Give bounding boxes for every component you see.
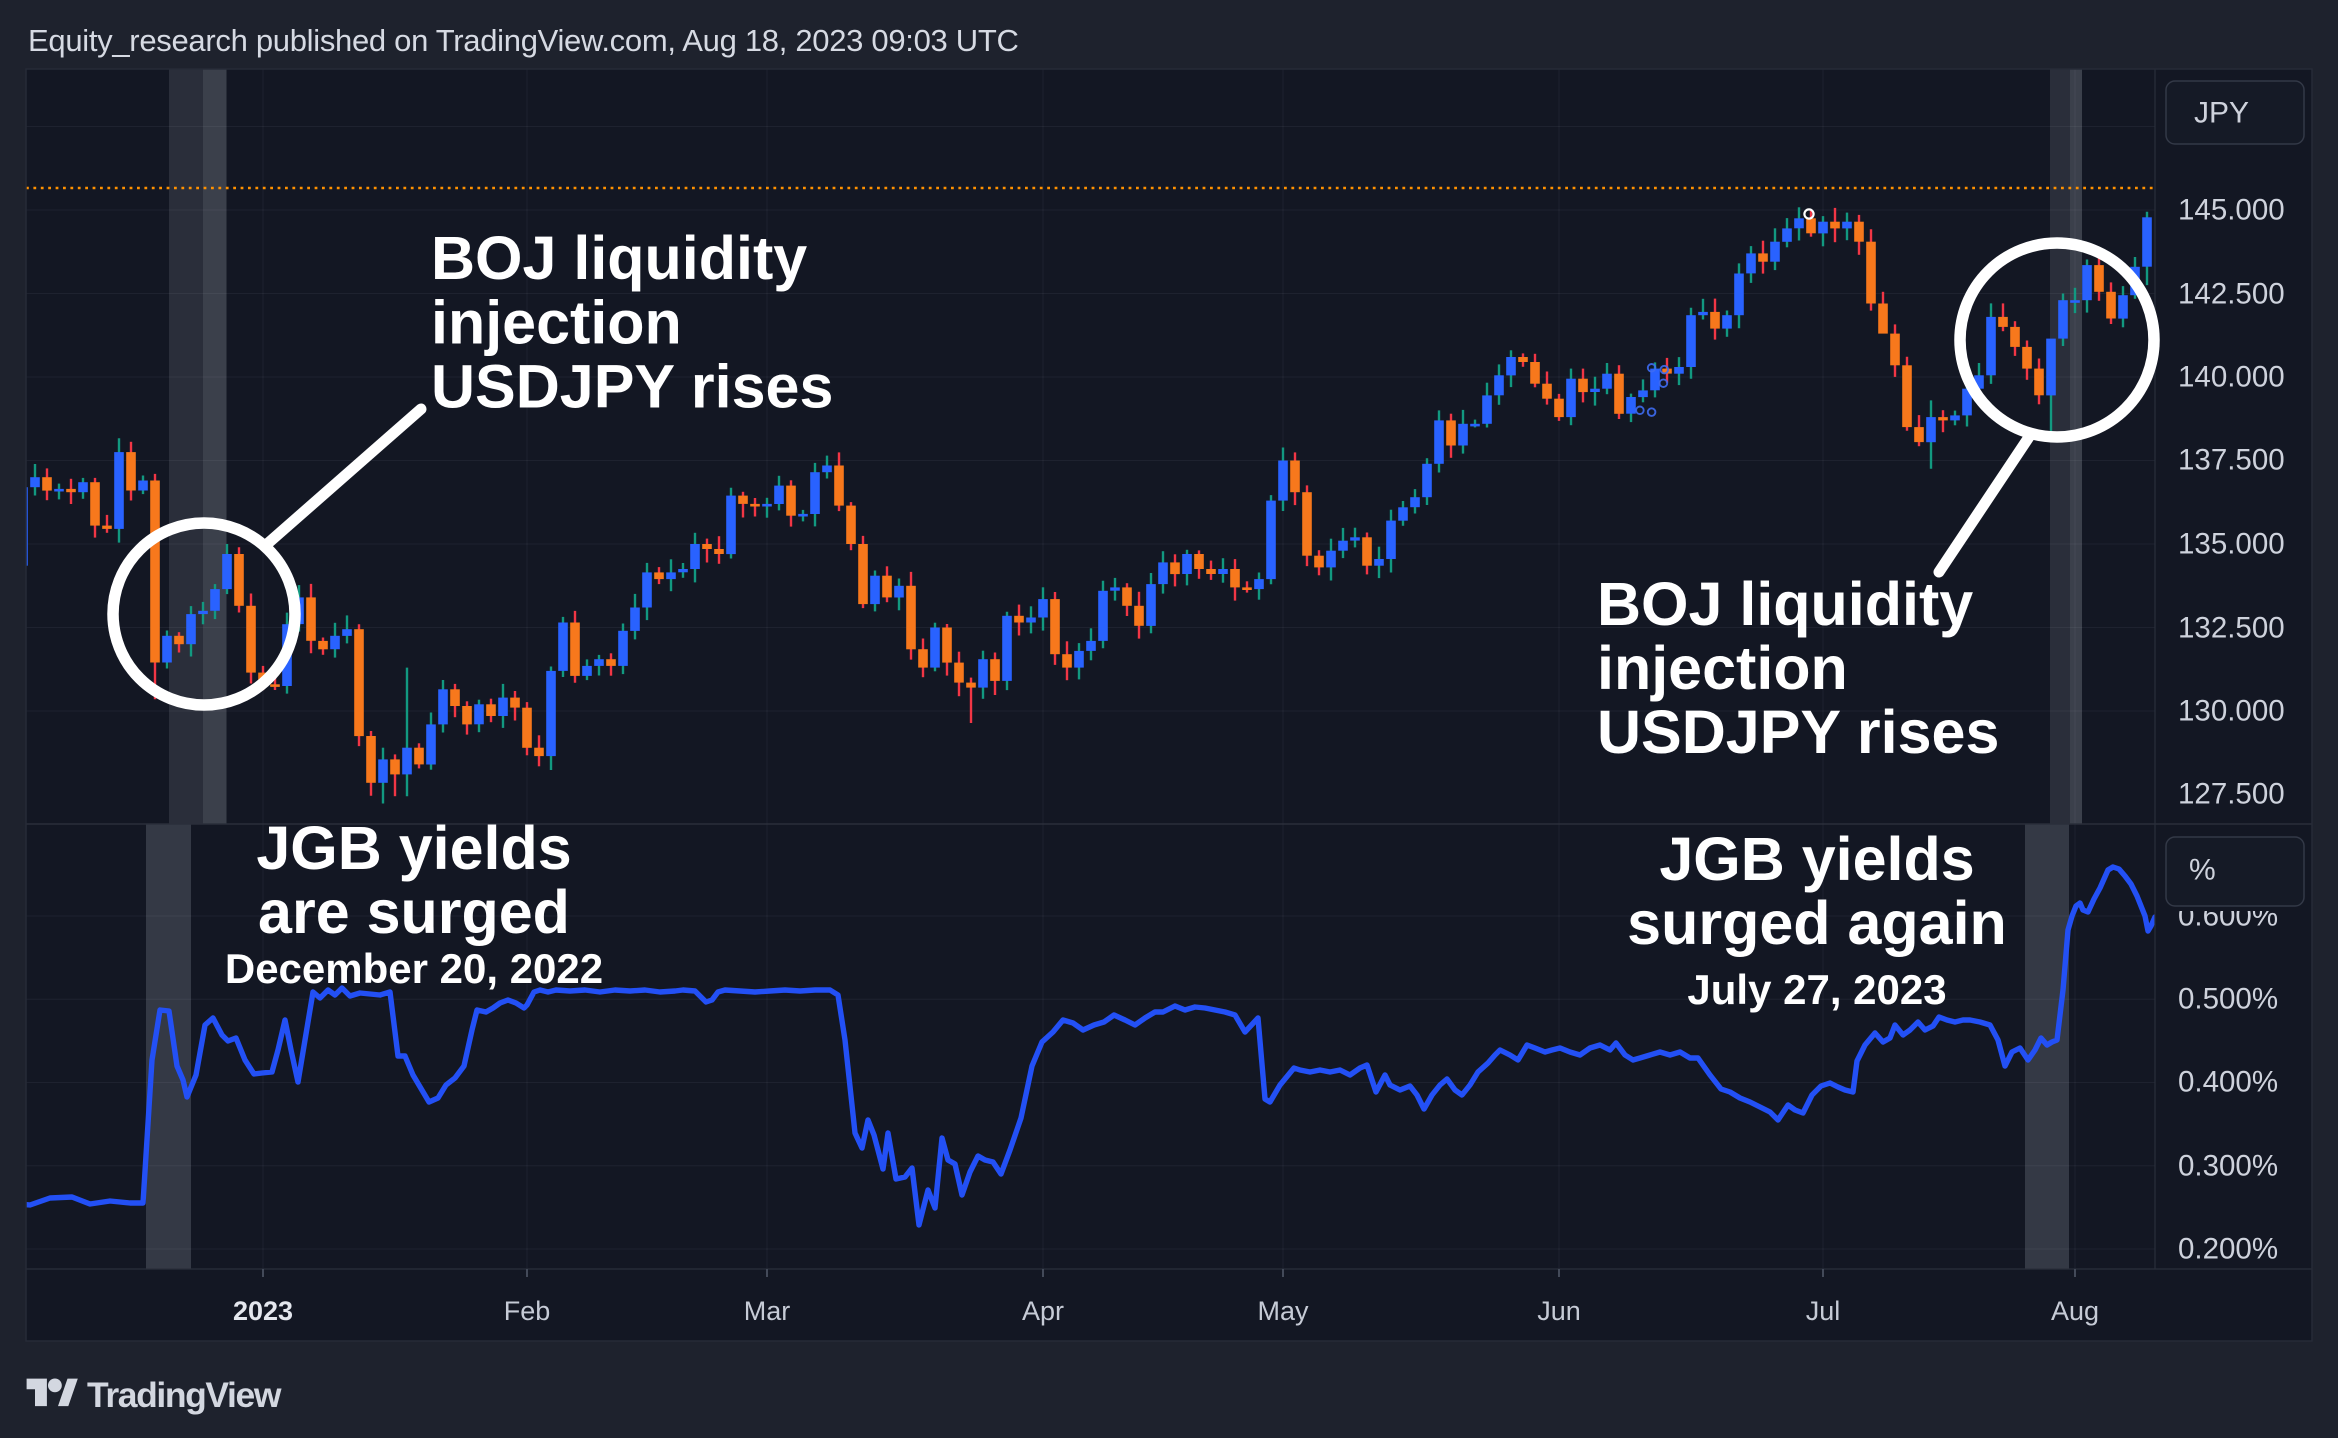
svg-text:are surged: are surged: [258, 878, 570, 946]
svg-text:BOJ liquidity: BOJ liquidity: [1597, 570, 1973, 638]
svg-text:July 27, 2023: July 27, 2023: [1687, 966, 1946, 1013]
svg-text:0.500%: 0.500%: [2178, 983, 2278, 1016]
svg-text:December 20, 2022: December 20, 2022: [225, 945, 603, 992]
svg-text:Equity_research published on T: Equity_research published on TradingView…: [28, 23, 1019, 58]
svg-text:Feb: Feb: [504, 1296, 551, 1326]
svg-text:Apr: Apr: [1022, 1296, 1064, 1326]
svg-text:145.000: 145.000: [2178, 194, 2285, 227]
svg-text:JGB yields: JGB yields: [256, 814, 571, 882]
svg-text:surged again: surged again: [1627, 889, 2007, 957]
svg-text:2023: 2023: [233, 1296, 293, 1326]
svg-text:Aug: Aug: [2051, 1296, 2099, 1326]
svg-text:May: May: [1257, 1296, 1309, 1326]
svg-text:0.400%: 0.400%: [2178, 1066, 2278, 1099]
svg-text:135.000: 135.000: [2178, 528, 2285, 561]
svg-text:USDJPY rises: USDJPY rises: [431, 353, 833, 421]
svg-text:0.600%: 0.600%: [2178, 900, 2278, 933]
svg-text:142.500: 142.500: [2178, 278, 2285, 311]
svg-text:TradingView: TradingView: [87, 1375, 282, 1415]
svg-text:injection: injection: [1597, 634, 1848, 702]
svg-text:137.500: 137.500: [2178, 444, 2285, 477]
svg-text:BOJ liquidity: BOJ liquidity: [431, 224, 807, 292]
svg-text:Jul: Jul: [1806, 1296, 1841, 1326]
svg-text:140.000: 140.000: [2178, 361, 2285, 394]
svg-text:JPY: JPY: [2194, 97, 2249, 130]
svg-text:Mar: Mar: [744, 1296, 791, 1326]
svg-text:USDJPY rises: USDJPY rises: [1597, 698, 1999, 766]
svg-text:130.000: 130.000: [2178, 695, 2285, 728]
svg-text:0.300%: 0.300%: [2178, 1150, 2278, 1183]
svg-text:JGB yields: JGB yields: [1659, 825, 1974, 893]
svg-text:132.500: 132.500: [2178, 612, 2285, 645]
svg-text:%: %: [2189, 854, 2216, 887]
svg-text:0.200%: 0.200%: [2178, 1233, 2278, 1266]
svg-text:injection: injection: [431, 289, 682, 357]
svg-text:Jun: Jun: [1537, 1296, 1581, 1326]
svg-text:127.500: 127.500: [2178, 778, 2285, 811]
